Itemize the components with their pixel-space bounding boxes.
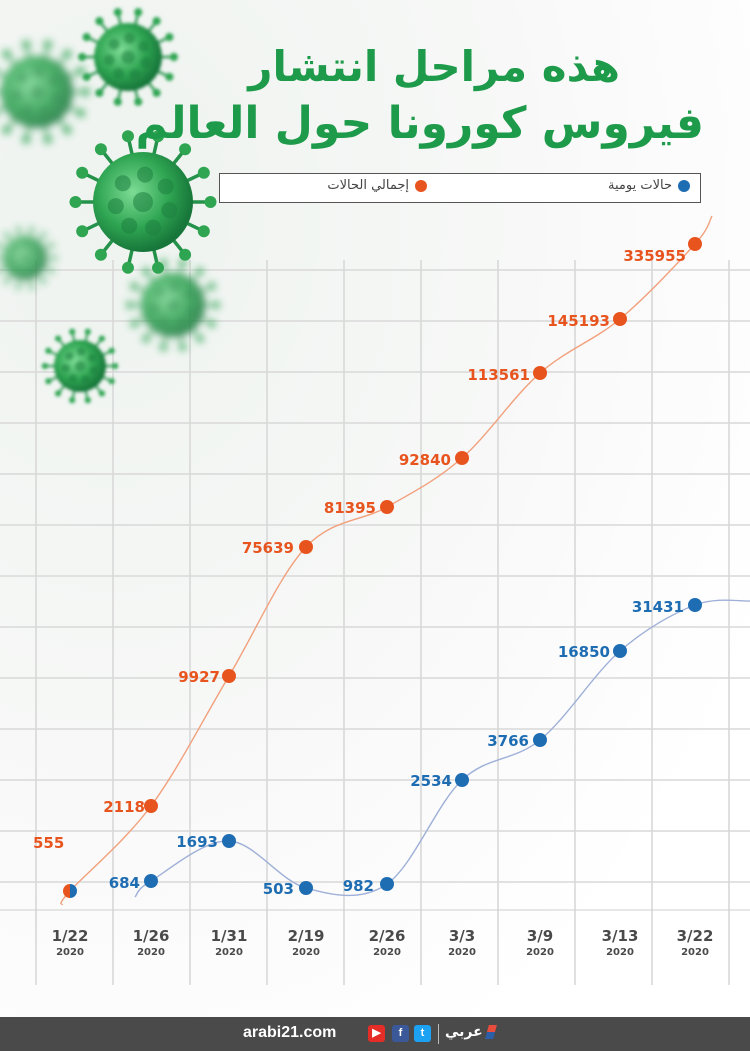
legend-item-total: إجمالي الحالات: [327, 178, 427, 193]
data-label-total: 2118: [103, 798, 145, 816]
series-line-total: [60, 215, 713, 906]
virus-decorations: [0, 8, 221, 404]
title-line-1: هذه مراحل انتشار: [248, 42, 620, 91]
footer-logo: عربي: [445, 1024, 497, 1040]
x-tick-label: 3/22: [677, 927, 714, 945]
x-tick-sublabel: 2020: [448, 947, 476, 958]
x-tick-label: 3/9: [527, 927, 553, 945]
legend-item-daily: حالات يومية: [608, 178, 690, 193]
data-label-total: 81395: [324, 499, 376, 517]
point-total: [222, 669, 236, 683]
point-daily: [688, 598, 702, 612]
virus-icon: [125, 259, 221, 351]
title-line-2: فيروس كورونا حول العالم: [135, 98, 704, 149]
x-axis: 1/22 2020 1/26 2020 1/31 2020 2/19 2020 2/26 2020…: [0, 909, 750, 958]
chart-data-labels: 555 2118 9927 75639 81395 92840 113561 145193 33…: [33, 247, 686, 898]
x-tick-label: 1/26: [133, 927, 170, 945]
x-tick-label: 1/31: [211, 927, 248, 945]
data-label-total: 555: [33, 834, 64, 852]
chart-points: [63, 237, 702, 898]
chart: 555 2118 9927 75639 81395 92840 113561 145193 33…: [0, 8, 750, 985]
x-tick-sublabel: 2020: [137, 947, 165, 958]
point-daily: [533, 733, 547, 747]
virus-icon: [0, 40, 90, 144]
point-daily: [455, 773, 469, 787]
virus-icon: [78, 8, 178, 106]
data-label-daily: 503: [263, 880, 294, 898]
point-total: [688, 237, 702, 251]
x-tick-sublabel: 2020: [292, 947, 320, 958]
x-tick-label: 3/13: [602, 927, 639, 945]
data-label-daily: 16850: [558, 643, 610, 661]
point-total: [144, 799, 158, 813]
facebook-icon[interactable]: f: [392, 1025, 409, 1042]
data-label-daily: 684: [109, 874, 140, 892]
data-label-daily: 31431: [632, 598, 684, 616]
logo-mark-icon: [484, 1025, 497, 1039]
footer-bar: arabi21.com ▶ f t عربي: [0, 1017, 750, 1051]
x-tick-sublabel: 2020: [56, 947, 84, 958]
point-daily: [70, 884, 77, 898]
data-label-daily: 982: [343, 877, 374, 895]
virus-icon: [41, 328, 119, 404]
legend-dot-total: [415, 179, 427, 192]
youtube-icon[interactable]: ▶: [368, 1025, 385, 1042]
virus-icon: [69, 130, 217, 274]
x-tick-label: 1/22: [52, 927, 89, 945]
point-daily: [222, 834, 236, 848]
legend-label-daily: حالات يومية: [608, 178, 672, 193]
point-daily: [299, 881, 313, 895]
x-tick-label: 2/19: [288, 927, 325, 945]
data-label-total: 9927: [178, 668, 220, 686]
x-tick-sublabel: 2020: [215, 947, 243, 958]
x-tick-label: 2/26: [369, 927, 406, 945]
data-label-total: 335955: [623, 247, 686, 265]
point-total: [299, 540, 313, 554]
data-label-total: 75639: [242, 539, 294, 557]
x-tick-sublabel: 2020: [606, 947, 634, 958]
x-tick-sublabel: 2020: [373, 947, 401, 958]
point-daily: [380, 877, 394, 891]
data-label-daily: 2534: [410, 772, 452, 790]
footer-logo-text: عربي: [445, 1024, 483, 1040]
point-daily: [613, 644, 627, 658]
x-tick-sublabel: 2020: [681, 947, 709, 958]
legend-label-total: إجمالي الحالات: [327, 178, 409, 193]
series-line-daily: [134, 599, 750, 898]
point-daily: [144, 874, 158, 888]
legend-dot-daily: [678, 179, 690, 192]
data-label-daily: 1693: [176, 833, 218, 851]
data-label-total: 145193: [547, 312, 610, 330]
data-label-daily: 3766: [487, 732, 529, 750]
data-label-total: 113561: [467, 366, 530, 384]
point-total: [613, 312, 627, 326]
x-tick-sublabel: 2020: [526, 947, 554, 958]
data-label-total: 92840: [399, 451, 451, 469]
footer-divider: [438, 1024, 439, 1044]
point-total: [380, 500, 394, 514]
point-total: [63, 884, 70, 898]
x-tick-label: 3/3: [449, 927, 475, 945]
point-total: [533, 366, 547, 380]
virus-icon: [0, 226, 58, 290]
chart-series-lines: [60, 215, 750, 906]
point-total: [455, 451, 469, 465]
twitter-icon[interactable]: t: [414, 1025, 431, 1042]
footer-url-link[interactable]: arabi21.com: [243, 1024, 337, 1041]
legend: إجمالي الحالات حالات يومية: [219, 173, 701, 203]
